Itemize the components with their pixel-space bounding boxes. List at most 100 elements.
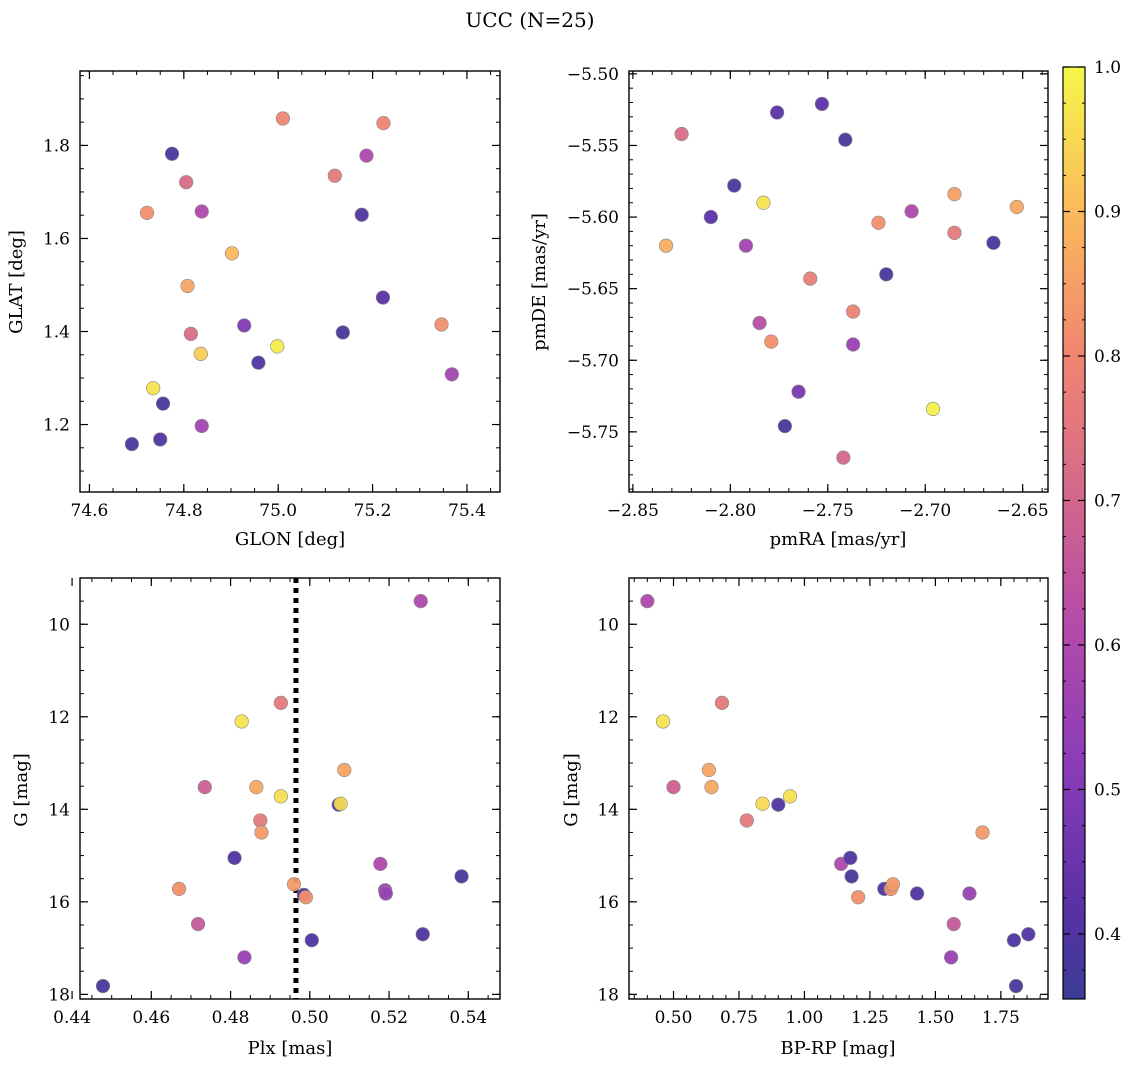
data-point-22 [1006,933,1022,948]
y-tick-label: 1.2 [43,416,70,436]
data-point-13 [836,450,851,465]
y-tick-label: −5.65 [567,280,619,300]
x-tick-label: 0.54 [449,1008,487,1028]
x-tick-label: 1.75 [982,1008,1020,1028]
data-point-21 [947,187,962,202]
data-point-21 [375,290,391,305]
data-point-12 [224,246,240,261]
x-tick-label: 1.50 [916,1008,954,1028]
x-axis-label: Plx [mas] [248,1038,333,1059]
data-point-5 [234,714,249,729]
data-point-3 [701,762,716,778]
panel-pmra-pmde: −2.85 −2.80 −2.75 −2.70 −2.65 −5.75 −5.70 −5.65… [529,65,1049,550]
data-point-19 [946,916,961,932]
data-point-0 [658,238,674,253]
colorbar-tick-label: 0.4 [1094,925,1121,945]
data-point-16 [885,877,901,892]
colorbar-tick-label: 0.7 [1094,491,1121,511]
data-point-23 [434,317,449,332]
data-point-1 [171,881,187,896]
data-point-4 [227,850,242,865]
data-point-17 [879,267,894,282]
x-tick-label: −2.65 [997,501,1049,521]
data-point-2 [190,916,206,932]
y-tick-label: 12 [48,708,70,728]
x-axis-label: GLON [deg] [235,529,345,550]
data-point-7 [764,334,779,349]
minor-ticks [629,577,1048,999]
x-tick-label: −2.70 [899,501,951,521]
data-point-20 [925,401,941,417]
data-point-6 [183,326,198,341]
data-point-1 [153,432,168,447]
data-point-24 [444,367,459,382]
x-tick-label: 0.52 [370,1008,408,1028]
axes-frame [628,70,1049,493]
x-tick-label: 0.44 [53,1008,91,1028]
colorbar-tick-label: 0.8 [1094,347,1121,367]
data-point-24 [1021,927,1036,942]
data-point-3 [197,780,212,795]
data-point-24 [1009,199,1024,215]
x-tick-label: 0.75 [720,1008,758,1028]
data-point-9 [254,825,269,840]
y-tick-label: −5.70 [567,351,619,371]
axes-frame [628,577,1049,1000]
data-point-1 [674,126,689,142]
data-point-19 [373,856,388,872]
data-point-14 [251,355,266,370]
y-tick-label: 14 [48,800,70,820]
data-point-21 [378,886,393,901]
y-tick-label: 1.4 [43,323,70,343]
x-tick-label: 0.46 [132,1008,170,1028]
y-tick-label: −5.55 [567,136,619,156]
data-point-19 [354,207,369,222]
data-point-16 [846,337,861,352]
data-point-2 [155,396,171,411]
y-axis-label: G [mag] [561,753,582,826]
y-axis-label: GLAT [deg] [6,230,27,334]
data-point-5 [714,695,730,711]
x-tick-label: 74.8 [165,501,203,521]
y-axis-label: G [mag] [11,753,32,826]
data-point-9 [782,789,798,804]
data-point-11 [843,850,858,865]
y-axis-label: pmDE [mas/yr] [529,213,550,351]
y-tick-label: 16 [597,893,619,913]
colorbar-gradient [1062,66,1086,1000]
data-point-23 [1008,978,1024,994]
data-point-2 [666,780,681,795]
data-point-4 [704,780,719,795]
data-point-6 [739,813,754,828]
data-point-4 [738,238,754,253]
minor-ticks [629,71,1048,492]
data-point-8 [770,105,785,120]
data-point-17 [333,796,348,811]
x-tick-label: 75.0 [259,501,297,521]
data-point-13 [237,318,252,333]
x-tick-label: −2.85 [607,501,659,521]
data-point-7 [249,780,264,795]
data-point-15 [304,933,319,948]
y-tick-label: 1.8 [43,136,70,156]
y-tick-label: 10 [48,615,70,635]
colorbar-tick-label: 0.9 [1094,202,1121,222]
data-point-24 [454,869,469,884]
x-tick-label: 0.50 [655,1008,693,1028]
data-point-5 [193,346,208,361]
data-point-8 [253,813,268,828]
data-point-2 [703,209,718,225]
data-point-18 [871,215,886,230]
data-point-4 [194,418,209,434]
data-point-9 [179,175,194,190]
data-point-5 [752,315,767,331]
x-tick-label: 0.48 [212,1008,250,1028]
x-tick-label: −2.80 [704,501,756,521]
data-point-6 [237,950,252,965]
data-point-0 [124,436,140,452]
x-tick-label: 1.25 [851,1008,889,1028]
data-point-7 [180,278,195,294]
data-point-17 [327,168,342,183]
colorbar-tick-label: 1.0 [1094,58,1121,78]
data-point-15 [846,304,861,319]
